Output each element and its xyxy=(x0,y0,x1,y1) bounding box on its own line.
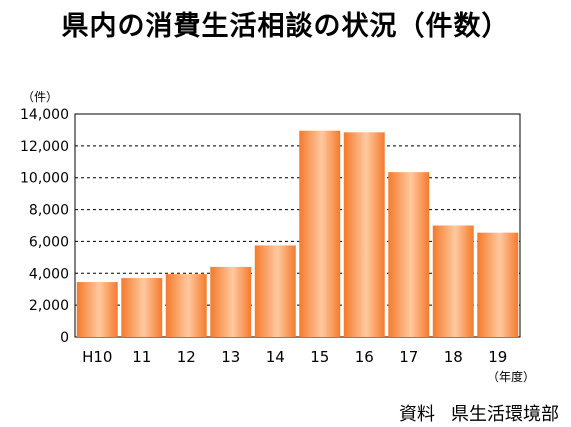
y-tick-label: 4,000 xyxy=(29,266,69,282)
y-tick-label: 6,000 xyxy=(29,234,69,250)
bar xyxy=(343,132,385,337)
x-axis-ticks: H10 11 12 13 14 15 16 17 18 19 xyxy=(82,348,507,366)
bar xyxy=(121,278,163,337)
x-tick-label: 13 xyxy=(221,348,240,366)
y-tick-label: 0 xyxy=(60,330,69,346)
x-tick-label: 19 xyxy=(488,348,507,366)
x-tick-label: 14 xyxy=(266,348,285,366)
bar xyxy=(477,232,519,337)
x-tick-label: 16 xyxy=(355,348,374,366)
x-tick-label: 12 xyxy=(177,348,196,366)
bar xyxy=(254,245,296,337)
x-axis-label: （年度） xyxy=(487,369,535,384)
y-tick-label: 10,000 xyxy=(20,171,69,187)
chart-title: 県内の消費生活相談の状況（件数） xyxy=(61,11,510,42)
bar xyxy=(388,172,430,337)
bar xyxy=(76,282,118,337)
x-tick-label: 18 xyxy=(444,348,463,366)
y-tick-label: 2,000 xyxy=(29,298,69,314)
y-tick-label: 12,000 xyxy=(20,139,69,155)
source-name: 県生活環境部 xyxy=(451,404,559,425)
bar xyxy=(210,266,252,337)
x-tick-label: 15 xyxy=(310,348,329,366)
y-axis-ticks: 0 2,000 4,000 6,000 8,000 10,000 12,000 14,000 xyxy=(20,107,69,346)
y-tick-label: 14,000 xyxy=(20,107,69,123)
x-tick-label: 11 xyxy=(132,348,151,366)
source-note: 資料 県生活環境部 xyxy=(383,400,559,426)
bar xyxy=(432,225,474,337)
x-tick-label: H10 xyxy=(82,348,112,366)
y-axis-label: （件） xyxy=(22,90,58,104)
source-prefix: 資料 xyxy=(399,404,435,425)
bar xyxy=(165,274,207,337)
y-tick-label: 8,000 xyxy=(29,203,69,219)
plot-area xyxy=(74,113,521,338)
x-tick-label: 17 xyxy=(399,348,418,366)
bar xyxy=(299,130,341,337)
bars xyxy=(76,130,519,337)
